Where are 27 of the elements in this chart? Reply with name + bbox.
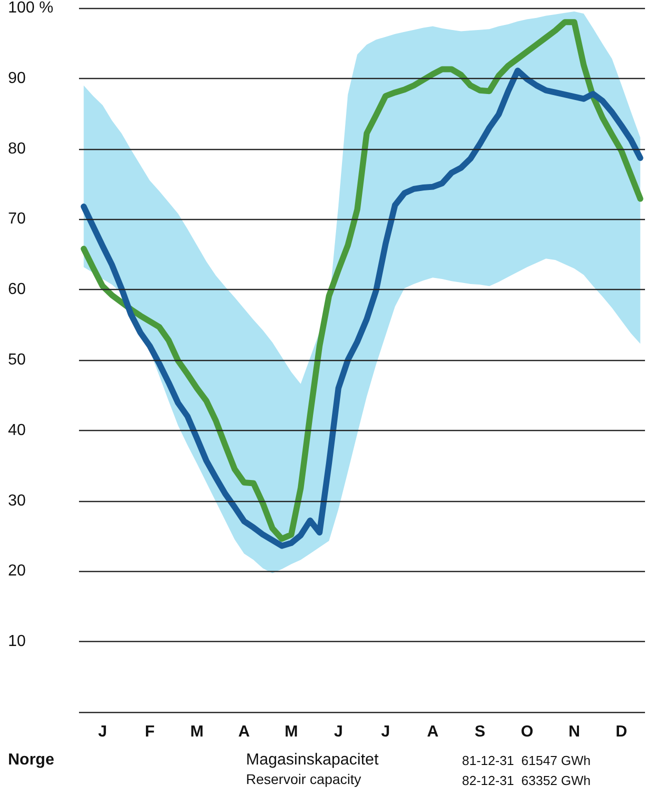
y-tick-label: 90 (8, 70, 26, 87)
y-tick-label: 80 (8, 140, 26, 158)
y-tick-label: 100 % (8, 0, 54, 16)
y-tick-label: 10 (8, 633, 26, 650)
y-tick-label: 60 (8, 281, 26, 298)
text: Norge (8, 752, 54, 768)
y-tick-label: 40 (8, 422, 26, 439)
text: 81-12-31 61547 GWh (462, 753, 591, 768)
x-tick-label: M (190, 724, 204, 740)
x-tick-label: A (238, 724, 250, 740)
text: Magasinskapacitet (246, 752, 380, 768)
x-tick-label: N (568, 724, 580, 740)
x-tick-label: A (426, 724, 439, 740)
text: Reservoir capacity (246, 771, 362, 787)
x-tick-label: J (334, 724, 343, 740)
x-tick-label: F (144, 724, 155, 740)
y-tick-label: 20 (8, 562, 26, 580)
x-tick-label: J (381, 724, 390, 740)
x-tick-label: S (474, 724, 486, 740)
y-tick-label: 50 (8, 352, 26, 368)
y-tick-label: 70 (8, 210, 26, 228)
x-tick-label: O (520, 724, 534, 740)
x-tick-label: M (284, 724, 298, 740)
y-tick-label: 30 (8, 492, 26, 510)
x-tick-label: J (98, 724, 108, 740)
x-tick-label: D (616, 724, 628, 740)
text: 82-12-31 63352 GWh (462, 773, 591, 788)
